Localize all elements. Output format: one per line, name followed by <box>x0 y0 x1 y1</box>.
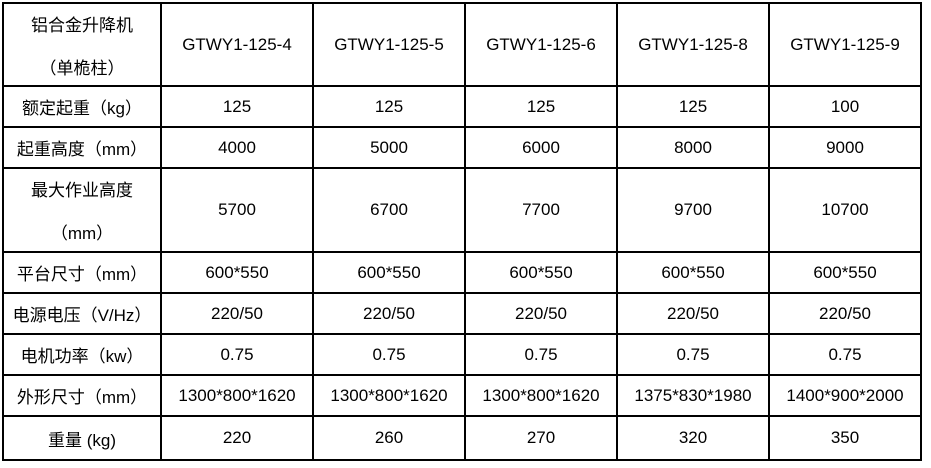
model-header: GTWY1-125-9 <box>768 2 922 87</box>
row-label: 平台尺寸（mm） <box>2 251 162 294</box>
cell-value: 600*550 <box>464 251 618 294</box>
cell-value: 220/50 <box>768 292 922 335</box>
cell-value: 600*550 <box>160 251 314 294</box>
model-header: GTWY1-125-8 <box>616 2 770 87</box>
cell-value: 0.75 <box>616 333 770 376</box>
cell-value: 9000 <box>768 126 922 169</box>
cell-value: 8000 <box>616 126 770 169</box>
row-label-lines: 最大作业高度 （mm） <box>5 176 159 244</box>
cell-value: 1300*800*1620 <box>160 374 314 417</box>
row-label: 额定起重（kg） <box>2 85 162 128</box>
header-row: 铝合金升降机 （单桅柱） GTWY1-125-4 GTWY1-125-5 GTW… <box>2 2 922 87</box>
cell-value: 6000 <box>464 126 618 169</box>
cell-value: 350 <box>768 415 922 461</box>
cell-value: 1375*830*1980 <box>616 374 770 417</box>
cell-value: 1300*800*1620 <box>312 374 466 417</box>
cell-value: 0.75 <box>312 333 466 376</box>
cell-value: 600*550 <box>312 251 466 294</box>
cell-value: 220/50 <box>312 292 466 335</box>
cell-value: 5000 <box>312 126 466 169</box>
spec-row-weight: 重量 (kg) 220 260 270 320 350 <box>2 415 922 461</box>
cell-value: 1400*900*2000 <box>768 374 922 417</box>
spec-row-lifting-height: 起重高度（mm） 4000 5000 6000 8000 9000 <box>2 126 922 169</box>
cell-value: 5700 <box>160 167 314 253</box>
cell-value: 125 <box>312 85 466 128</box>
cell-value: 4000 <box>160 126 314 169</box>
cell-value: 125 <box>160 85 314 128</box>
cell-value: 9700 <box>616 167 770 253</box>
model-header: GTWY1-125-5 <box>312 2 466 87</box>
cell-value: 100 <box>768 85 922 128</box>
product-title-cell: 铝合金升降机 （单桅柱） <box>2 2 162 87</box>
model-header: GTWY1-125-6 <box>464 2 618 87</box>
product-title-line2: （单桅柱） <box>39 58 125 78</box>
row-label: 最大作业高度 （mm） <box>2 167 162 253</box>
cell-value: 270 <box>464 415 618 461</box>
cell-value: 125 <box>616 85 770 128</box>
cell-value: 1300*800*1620 <box>464 374 618 417</box>
cell-value: 320 <box>616 415 770 461</box>
cell-value: 220/50 <box>616 292 770 335</box>
row-label: 外形尺寸（mm） <box>2 374 162 417</box>
cell-value: 10700 <box>768 167 922 253</box>
cell-value: 220/50 <box>464 292 618 335</box>
model-header: GTWY1-125-4 <box>160 2 314 87</box>
cell-value: 0.75 <box>464 333 618 376</box>
row-label: 电机功率（kw） <box>2 333 162 376</box>
spec-row-power-voltage: 电源电压（V/Hz） 220/50 220/50 220/50 220/50 2… <box>2 292 922 335</box>
product-title-line1: 铝合金升降机 <box>31 15 133 35</box>
spec-row-max-working-height: 最大作业高度 （mm） 5700 6700 7700 9700 10700 <box>2 167 922 253</box>
product-spec-table: 铝合金升降机 （单桅柱） GTWY1-125-4 GTWY1-125-5 GTW… <box>2 2 922 461</box>
row-label: 起重高度（mm） <box>2 126 162 169</box>
cell-value: 600*550 <box>616 251 770 294</box>
cell-value: 220 <box>160 415 314 461</box>
spec-row-motor-power: 电机功率（kw） 0.75 0.75 0.75 0.75 0.75 <box>2 333 922 376</box>
row-label-line2: （mm） <box>50 224 114 243</box>
cell-value: 6700 <box>312 167 466 253</box>
row-label: 电源电压（V/Hz） <box>2 292 162 335</box>
spec-row-rated-load: 额定起重（kg） 125 125 125 125 100 <box>2 85 922 128</box>
spec-row-platform-size: 平台尺寸（mm） 600*550 600*550 600*550 600*550… <box>2 251 922 294</box>
cell-value: 0.75 <box>160 333 314 376</box>
row-label-line1: 最大作业高度 <box>31 181 133 200</box>
cell-value: 125 <box>464 85 618 128</box>
cell-value: 260 <box>312 415 466 461</box>
row-label: 重量 (kg) <box>2 415 162 461</box>
cell-value: 7700 <box>464 167 618 253</box>
product-title: 铝合金升降机 （单桅柱） <box>5 11 159 79</box>
cell-value: 0.75 <box>768 333 922 376</box>
cell-value: 220/50 <box>160 292 314 335</box>
spec-row-overall-dimensions: 外形尺寸（mm） 1300*800*1620 1300*800*1620 130… <box>2 374 922 417</box>
cell-value: 600*550 <box>768 251 922 294</box>
